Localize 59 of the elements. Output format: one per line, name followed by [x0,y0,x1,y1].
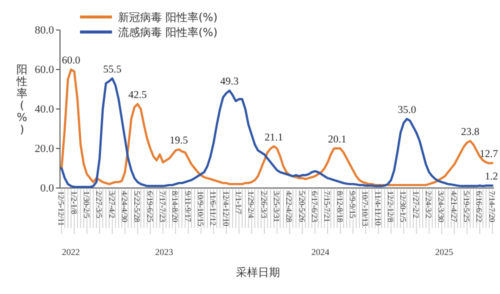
x-tick-label: 5/20-5/26 [297,191,306,222]
x-axis-title: 采样日期 [236,266,280,279]
y-tick-label: 80.0 [34,24,54,36]
data-label: 12.7 [480,148,498,160]
x-tick-label: 1/29-2/4 [246,191,256,218]
x-tick-label: 8/12-8/18 [335,191,344,222]
x-tick-label: 6/17-6/23 [310,191,320,222]
x-tick-label: 1/30-2/5 [82,191,91,218]
x-tick-label: 6/16-6/22 [474,191,484,222]
legend-label: 新冠病毒 阳性率(%) [118,11,218,24]
data-label: 1.2 [484,172,498,183]
x-tick-label: 12/4-12/10 [221,191,230,226]
y-axis-title: 阳性率(%) [16,63,28,136]
x-tick-label: 5/22-5/28 [132,191,142,222]
x-tick-label: 12/30-1/5 [398,191,408,222]
x-tick-label: 1/27-2/2 [411,191,420,218]
x-tick-label: 9/11-9/17 [183,191,192,222]
y-tick-label: 0.0 [40,182,54,194]
x-tick-label: 10/7-10/13 [360,191,370,226]
data-label: 20.1 [328,134,346,146]
x-tick-label: 2/26-3/3 [259,191,268,218]
data-label: 23.8 [461,126,480,138]
x-tick-label: 9/9-9/15 [348,191,358,218]
x-tick-label: 7/15-7/21 [322,191,332,222]
data-label: 49.3 [220,76,239,88]
data-label: 60.0 [62,56,80,66]
data-label: 19.5 [170,135,188,146]
data-label: 42.5 [128,90,147,102]
x-tick-label: 3/27-4/2 [107,191,116,218]
y-tick-label: 40.0 [34,104,54,116]
x-tick-label: 10/9-10/15 [196,191,205,226]
x-tick-label: 3/24-3/30 [436,191,446,222]
x-tick-label: 12/2-12/8 [386,191,396,222]
x-tick-label: 11/6-11/12 [208,191,218,226]
data-label: 21.1 [264,132,284,144]
x-tick-label: 7/17-7/23 [158,191,167,222]
x-tick-label: 6/19-6/25 [145,191,154,222]
text: 2024 [311,247,330,257]
x-tick-label: 1/1-1/7 [234,191,243,214]
x-tick-label: 4/21-4/27 [449,191,458,222]
x-tick-label: 3/25-3/31 [272,191,281,222]
x-tick-label: 4/22-4/28 [284,191,294,222]
text: 2025 [435,247,454,257]
data-label: 55.5 [103,64,122,76]
x-tick-label: 5/19-5/25 [462,191,472,222]
text: 2022 [62,247,80,257]
legend-label: 流感病毒 阳性率(%) [118,26,218,39]
text: 2023 [155,247,174,257]
x-tick-label: 2/24-3/2 [424,191,434,218]
x-tick-label: 4/24-4/30 [120,191,129,222]
x-tick-label: 1/2-1/8 [69,191,78,214]
y-tick-label: 20.0 [34,143,54,155]
x-tick-label: 11/4-11/10 [373,191,382,226]
x-tick-label: 7/14-7/20 [487,191,496,222]
data-label: 35.0 [398,104,416,116]
x-tick-label: 2/27-3/5 [94,191,104,218]
y-tick-label: 60.0 [34,64,54,76]
x-tick-label: 12/5-12/11 [56,191,66,226]
x-tick-label: 8/14-8/20 [170,191,180,222]
